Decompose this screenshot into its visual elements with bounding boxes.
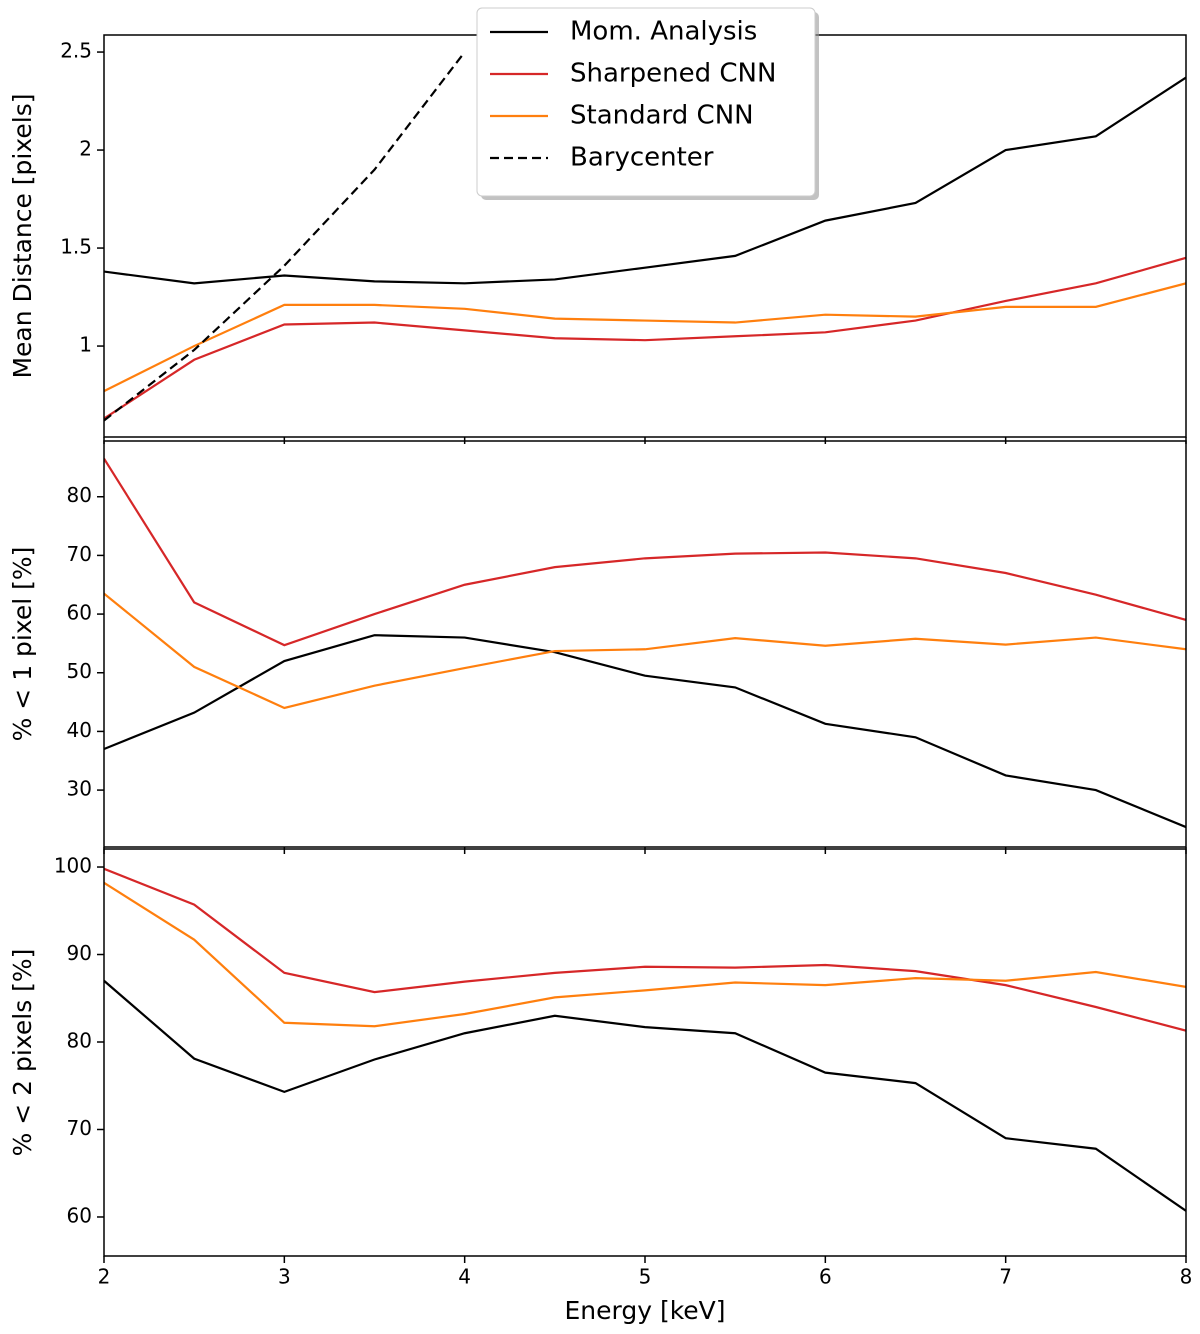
x-axis-label: Energy [keV] [564, 1296, 725, 1325]
legend-label: Barycenter [570, 143, 714, 173]
y-axis-label: % < 2 pixels [%] [8, 949, 37, 1157]
y-axis-label: Mean Distance [pixels] [8, 93, 37, 378]
y-tick-label: 70 [67, 542, 92, 566]
y-tick-label: 1 [79, 333, 92, 357]
y-tick-label: 2 [79, 137, 92, 161]
x-tick-label: 3 [278, 1265, 291, 1289]
x-tick-label: 8 [1180, 1265, 1193, 1289]
x-tick-label: 6 [819, 1265, 832, 1289]
x-tick-label: 5 [639, 1265, 652, 1289]
series-line [104, 458, 1186, 647]
legend-label: Mom. Analysis [570, 17, 757, 47]
y-tick-label: 60 [67, 1203, 92, 1227]
plot-frame [103, 848, 1187, 1257]
x-tick-label: 7 [999, 1265, 1012, 1289]
y-tick-label: 40 [67, 718, 92, 742]
y-axis-label: % < 1 pixel [%] [8, 547, 37, 742]
y-tick-label: 90 [67, 941, 92, 965]
legend-label: Standard CNN [570, 101, 754, 131]
series-line [104, 256, 1186, 420]
y-tick-label: 60 [67, 601, 92, 625]
series-line [104, 282, 1186, 393]
series-line [104, 76, 1186, 285]
y-tick-label: 2.5 [60, 39, 92, 63]
y-tick-label: 30 [67, 777, 92, 801]
y-tick-label: 80 [67, 483, 92, 507]
legend [476, 7, 816, 197]
y-tick-label: 1.5 [60, 235, 92, 259]
series-line [104, 867, 1186, 1032]
y-tick-label: 50 [67, 659, 92, 683]
legend-label: Sharpened CNN [570, 59, 776, 89]
x-tick-label: 2 [98, 1265, 111, 1289]
y-tick-label: 100 [54, 854, 92, 878]
series-line [104, 979, 1186, 1212]
series-line [104, 634, 1186, 829]
plot-frame [103, 440, 1187, 848]
x-tick-label: 4 [458, 1265, 471, 1289]
series-line [104, 51, 466, 422]
y-tick-label: 70 [67, 1116, 92, 1140]
y-tick-label: 80 [67, 1029, 92, 1053]
series-line [104, 592, 1186, 710]
series-line [104, 881, 1186, 1028]
